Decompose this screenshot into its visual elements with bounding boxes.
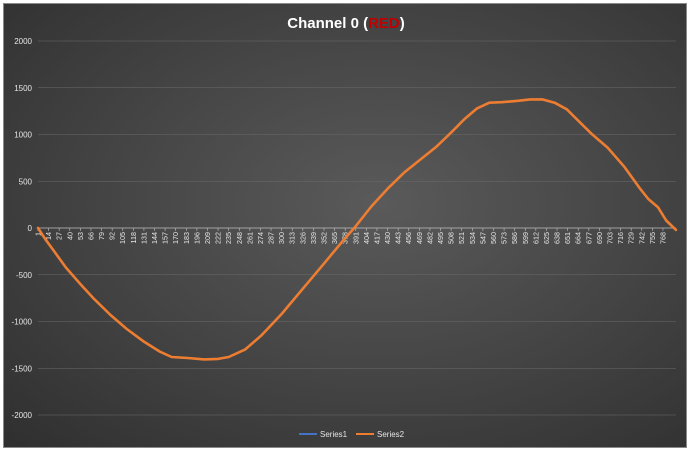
x-tick-label: 300 — [277, 232, 286, 244]
y-tick-label: 1500 — [14, 84, 32, 93]
x-tick-label: 690 — [595, 232, 604, 244]
x-tick-label: 534 — [468, 232, 477, 244]
x-tick-label: 495 — [436, 232, 445, 244]
y-tick-label: -2000 — [12, 411, 33, 420]
x-tick-label: 14 — [44, 232, 53, 240]
x-tick-label: 768 — [658, 232, 667, 244]
y-tick-label: -1000 — [12, 318, 33, 327]
series-lines — [36, 98, 678, 361]
chart-title-suffix: ) — [400, 15, 405, 32]
legend-label: Series1 — [320, 430, 348, 439]
x-tick-label: 677 — [584, 232, 593, 244]
legend: Series1 Series2 — [299, 430, 405, 439]
x-tick-label: 599 — [521, 232, 530, 244]
line-chart: Channel 0 (RED) 2000 1500 1000 500 0 -500 -100… — [12, 15, 678, 439]
y-tick-label: 1000 — [14, 131, 32, 140]
y-axis-ticks: 2000 1500 1000 500 0 -500 -1000 -1500 -2000 — [12, 37, 33, 420]
x-tick-label: 339 — [309, 232, 318, 244]
x-tick-label: 105 — [118, 232, 127, 244]
x-tick-label: 53 — [76, 232, 85, 240]
x-tick-label: 326 — [298, 232, 307, 244]
series-line-series1 — [37, 98, 677, 361]
x-tick-label: 235 — [224, 232, 233, 244]
x-tick-label: 482 — [425, 232, 434, 244]
chart-title-prefix: Channel 0 ( — [287, 15, 368, 32]
x-tick-label: 313 — [288, 232, 297, 244]
y-tick-label: 500 — [19, 177, 33, 186]
x-tick-label: 560 — [489, 232, 498, 244]
x-tick-label: 651 — [563, 232, 572, 244]
x-tick-label: 586 — [510, 232, 519, 244]
y-tick-label: -1500 — [12, 364, 33, 373]
x-tick-label: 547 — [478, 232, 487, 244]
y-tick-label: -500 — [16, 271, 33, 280]
x-tick-label: 261 — [245, 232, 254, 244]
x-tick-label: 365 — [330, 232, 339, 244]
chart-title-accent: RED — [368, 15, 400, 32]
x-tick-label: 742 — [637, 232, 646, 244]
x-tick-label: 755 — [648, 232, 657, 244]
x-tick-label: 27 — [55, 232, 64, 240]
gridlines — [38, 40, 676, 416]
x-tick-label: 1 — [34, 232, 43, 236]
x-tick-label: 703 — [606, 232, 615, 244]
x-tick-label: 638 — [553, 232, 562, 244]
y-tick-label: 2000 — [14, 37, 32, 46]
x-tick-label: 391 — [351, 232, 360, 244]
x-tick-label: 209 — [203, 232, 212, 244]
x-tick-label: 144 — [150, 232, 159, 244]
series-line-series2 — [36, 98, 678, 361]
chart-title: Channel 0 (RED) — [287, 15, 405, 32]
x-tick-label: 222 — [214, 232, 223, 244]
x-tick-label: 157 — [161, 232, 170, 244]
x-tick-label: 40 — [65, 232, 74, 240]
x-tick-label: 612 — [531, 232, 540, 244]
x-tick-label: 443 — [394, 232, 403, 244]
x-tick-label: 183 — [182, 232, 191, 244]
x-tick-label: 417 — [372, 232, 381, 244]
x-axis-ticks: 1 14 27 40 53 66 79 92 105 118 131 144 157 170 183 196 2… — [34, 228, 667, 244]
x-tick-label: 729 — [627, 232, 636, 244]
x-tick-label: 66 — [86, 232, 95, 240]
legend-label: Series2 — [377, 430, 405, 439]
x-tick-label: 469 — [415, 232, 424, 244]
y-tick-label: 0 — [28, 224, 33, 233]
x-tick-label: 274 — [256, 232, 265, 244]
x-tick-label: 430 — [383, 232, 392, 244]
x-tick-label: 625 — [542, 232, 551, 244]
x-tick-label: 716 — [616, 232, 625, 244]
x-tick-label: 573 — [500, 232, 509, 244]
x-tick-label: 92 — [108, 232, 117, 240]
x-tick-label: 352 — [320, 232, 329, 244]
x-tick-label: 664 — [574, 232, 583, 244]
x-tick-label: 118 — [129, 232, 138, 243]
x-tick-label: 196 — [192, 232, 201, 244]
x-tick-label: 404 — [362, 232, 371, 244]
x-tick-label: 248 — [235, 232, 244, 244]
chart-area: Channel 0 (RED) 2000 1500 1000 500 0 -500 -100… — [3, 3, 687, 448]
x-tick-label: 131 — [139, 232, 148, 244]
x-tick-label: 521 — [457, 232, 466, 244]
x-tick-label: 456 — [404, 232, 413, 244]
x-tick-label: 508 — [447, 232, 456, 244]
x-tick-label: 79 — [97, 232, 106, 240]
x-tick-label: 170 — [171, 232, 180, 244]
x-tick-label: 287 — [267, 232, 276, 244]
